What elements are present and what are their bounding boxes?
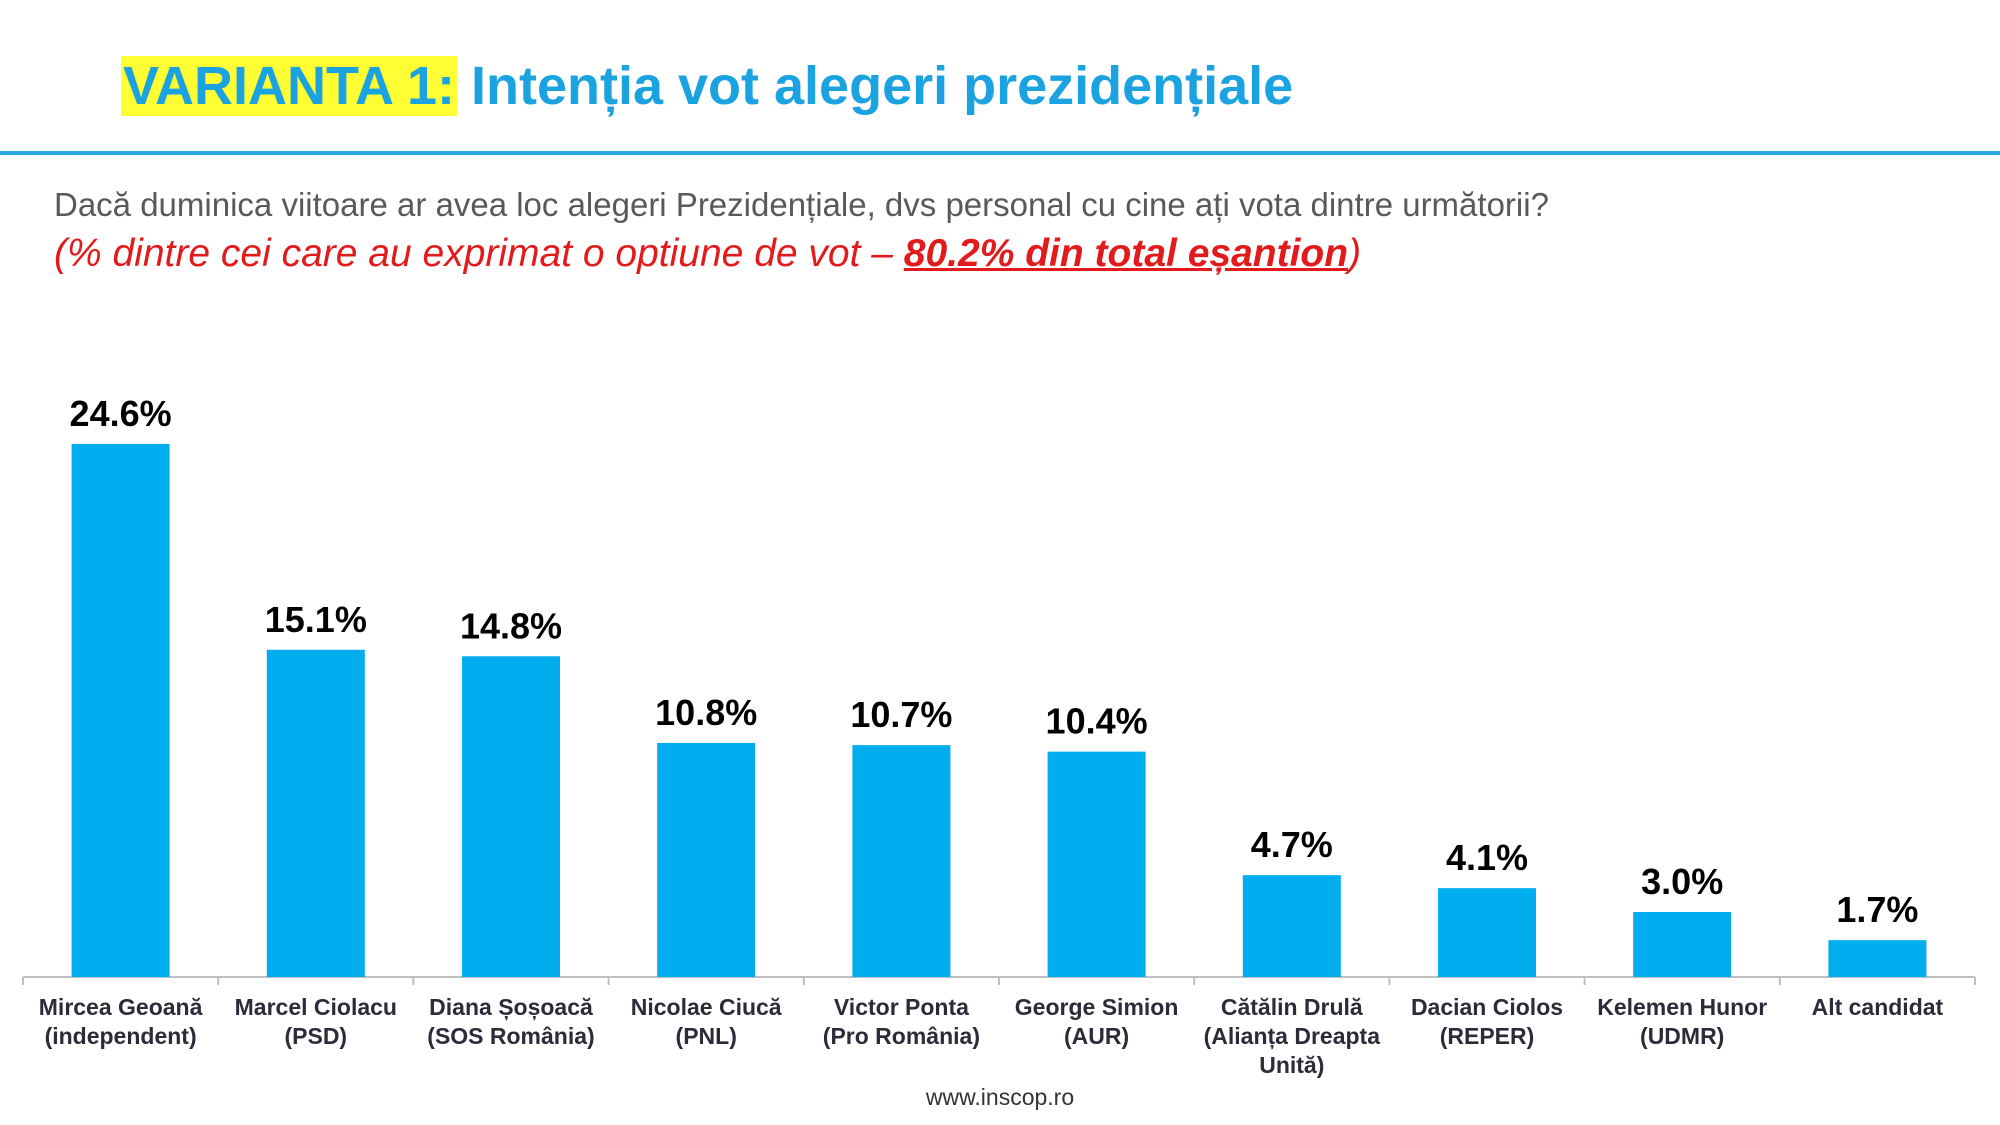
chart-title: Intenția vot alegeri prezidențiale [471,56,1294,116]
x-tick-label: Cătălin Drulă [1221,994,1363,1020]
bar [266,649,365,977]
x-tick-label: (PSD) [284,1023,347,1049]
bar [1633,911,1732,977]
x-tick-label: (Alianța Dreapta [1204,1023,1381,1050]
note-start: (% dintre cei care au exprimat o optiune… [54,232,904,275]
data-label: 1.7% [1836,889,1918,930]
data-label: 24.6% [70,393,172,434]
x-tick-label: (AUR) [1064,1023,1129,1049]
note-emphasis: 80.2% din total eșantion [903,232,1349,275]
x-tick-label: Kelemen Hunor [1597,994,1767,1020]
note: (% dintre cei care au exprimat o optiune… [54,232,1361,276]
title-highlight: VARIANTA 1: [121,56,457,116]
bar [71,443,170,978]
data-label: 10.8% [655,692,757,733]
x-tick-label: Unită) [1259,1052,1324,1078]
data-label: 14.8% [460,605,562,646]
x-tick-label: (PNL) [676,1023,737,1049]
x-tick-label: (REPER) [1440,1023,1535,1049]
note-end: ) [1348,232,1362,275]
bar [462,656,560,977]
bar [657,742,756,977]
x-tick-label: Diana Șoșoacă [429,994,593,1021]
bar [1828,940,1927,977]
x-tick-label: Mircea Geoană [39,994,203,1020]
bar [852,745,951,977]
bar [1242,875,1341,977]
data-label: 4.7% [1251,824,1333,865]
data-label: 10.7% [850,694,952,735]
bar [1438,888,1536,977]
x-tick-label: (SOS România) [427,1023,594,1049]
header-rule [0,151,2000,155]
data-label: 3.0% [1641,861,1723,902]
source: www.inscop.ro [925,1084,1075,1110]
data-label: 10.4% [1046,701,1148,742]
x-tick-label: (independent) [45,1023,197,1049]
bar [1047,751,1146,977]
x-tick-label: (Pro România) [823,1023,980,1049]
x-tick-label: Alt candidat [1812,994,1944,1020]
data-label: 15.1% [265,599,367,640]
x-tick-label: (UDMR) [1640,1023,1724,1049]
x-tick-label: Nicolae Ciucă [631,994,782,1020]
x-tick-label: Marcel Ciolacu [235,994,397,1020]
x-tick-label: Victor Ponta [834,994,969,1020]
title: VARIANTA 1: Intenția vot alegeri preziden… [121,50,1293,122]
x-tick-label: Dacian Ciolos [1411,994,1563,1020]
x-tick-label: George Simion [1015,994,1179,1020]
subtitle: Dacă duminica viitoare ar avea loc alege… [54,186,1549,223]
data-label: 4.1% [1446,837,1528,878]
